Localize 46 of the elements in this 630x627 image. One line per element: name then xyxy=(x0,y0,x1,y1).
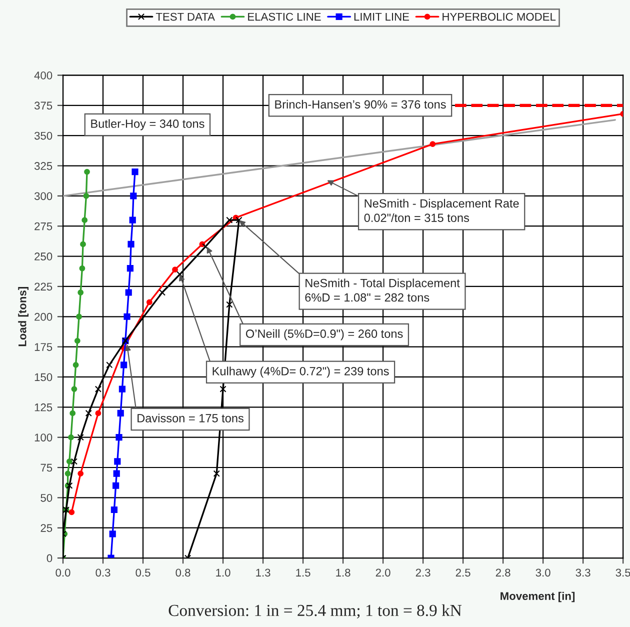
x-tick-label: 3.5 xyxy=(616,568,630,577)
x-tick-label: 0.3 xyxy=(96,568,110,577)
y-tick-label: 75 xyxy=(40,464,52,472)
x-tick-label: 0.8 xyxy=(176,568,190,577)
x-tick-label: 1.0 xyxy=(216,568,230,577)
y-tick-label: 250 xyxy=(34,252,52,260)
legend-label: TEST DATA xyxy=(156,12,215,21)
x-tick-label: 2.0 xyxy=(376,568,390,577)
annotation: NeSmith - Displacement Rate 0.02"/ton = 315 tons xyxy=(364,198,519,222)
x-tick-label: 3.3 xyxy=(576,568,590,577)
y-tick-label: 150 xyxy=(34,373,52,382)
legend-label: ELASTIC LINE xyxy=(248,12,321,21)
x-tick-label: 0.0 xyxy=(56,568,70,577)
y-tick-label: 325 xyxy=(34,162,52,170)
y-tick-label: 350 xyxy=(34,132,52,140)
y-tick-label: 375 xyxy=(34,102,52,110)
annotation: Butler-Hoy = 340 tons xyxy=(91,119,204,130)
x-tick-label: 3.0 xyxy=(536,568,550,577)
y-tick-label: 175 xyxy=(34,343,52,351)
y-tick-label: 400 xyxy=(34,72,52,80)
y-axis-title: Load [tons] xyxy=(18,287,28,346)
x-tick-label: 2.3 xyxy=(416,568,430,577)
x-tick-label: 2.8 xyxy=(496,568,510,577)
y-tick-label: 275 xyxy=(34,222,52,230)
y-tick-label: 225 xyxy=(34,282,52,291)
x-tick-label: 1.3 xyxy=(256,568,270,577)
y-tick-label: 100 xyxy=(34,434,52,442)
annotation: NeSmith - Total Displacement 6%D = 1.08" = 282 tons xyxy=(305,278,460,302)
x-tick-label: 1.8 xyxy=(336,568,350,577)
annotation: Brinch-Hansen’s 90% = 376 tons xyxy=(275,100,446,109)
y-tick-label: 25 xyxy=(40,524,52,532)
x-tick-label: 2.5 xyxy=(456,568,470,577)
y-tick-label: 125 xyxy=(34,403,52,412)
text: Conversion: 1 in = 25.4 mm; 1 ton = 8.9 kN xyxy=(168,604,462,618)
legend-label: HYPERBOLIC MODEL xyxy=(442,12,556,21)
x-tick-label: 1.5 xyxy=(296,568,310,577)
y-tick-label: 200 xyxy=(34,312,52,321)
annotation: Kulhawy (4%D= 0.72") = 239 tons xyxy=(212,366,389,378)
y-tick-label: 0 xyxy=(46,554,52,562)
annotation: Davisson = 175 tons xyxy=(138,414,244,422)
x-axis-title: Movement [in] xyxy=(500,592,575,602)
y-tick-label: 50 xyxy=(40,494,52,502)
legend-label: LIMIT LINE xyxy=(354,12,410,21)
x-tick-label: 0.5 xyxy=(136,568,150,577)
annotation: O’Neill (5%D=0.9") = 260 tons xyxy=(246,329,403,340)
y-tick-label: 300 xyxy=(34,192,52,200)
